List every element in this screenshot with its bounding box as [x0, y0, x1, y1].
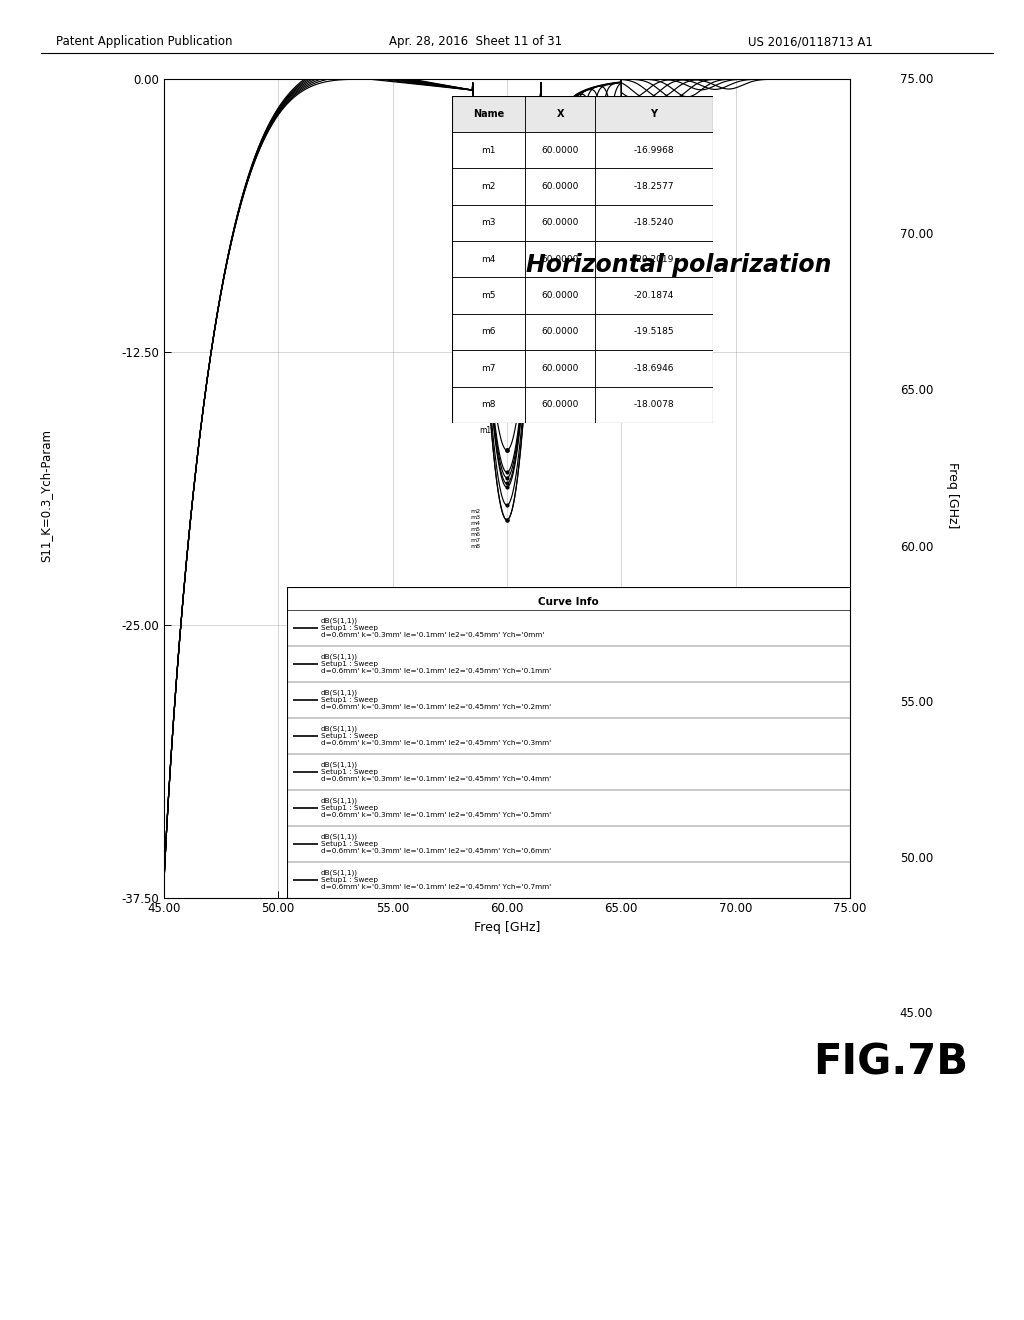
Text: 45.00: 45.00 — [900, 1007, 933, 1020]
Text: Freq [GHz]: Freq [GHz] — [946, 462, 958, 528]
Text: US 2016/0118713 A1: US 2016/0118713 A1 — [748, 36, 872, 48]
Text: 75.00: 75.00 — [900, 73, 933, 86]
Text: Horizontal polarization: Horizontal polarization — [525, 252, 831, 277]
Text: 65.00: 65.00 — [900, 384, 933, 397]
Text: Apr. 28, 2016  Sheet 11 of 31: Apr. 28, 2016 Sheet 11 of 31 — [389, 36, 562, 48]
Text: m2
m3
m4
m5
m6
m7
m8: m2 m3 m4 m5 m6 m7 m8 — [470, 510, 480, 549]
Text: 55.00: 55.00 — [900, 696, 933, 709]
Text: FIG.7B: FIG.7B — [813, 1041, 969, 1084]
Text: 50.00: 50.00 — [900, 851, 933, 865]
Text: S11_K=0.3_Ych-Param: S11_K=0.3_Ych-Param — [40, 429, 52, 561]
X-axis label: Freq [GHz]: Freq [GHz] — [474, 921, 540, 935]
Text: m1: m1 — [479, 425, 492, 434]
Text: 60.00: 60.00 — [900, 541, 933, 554]
Text: Patent Application Publication: Patent Application Publication — [56, 36, 232, 48]
Text: 70.00: 70.00 — [900, 228, 933, 242]
